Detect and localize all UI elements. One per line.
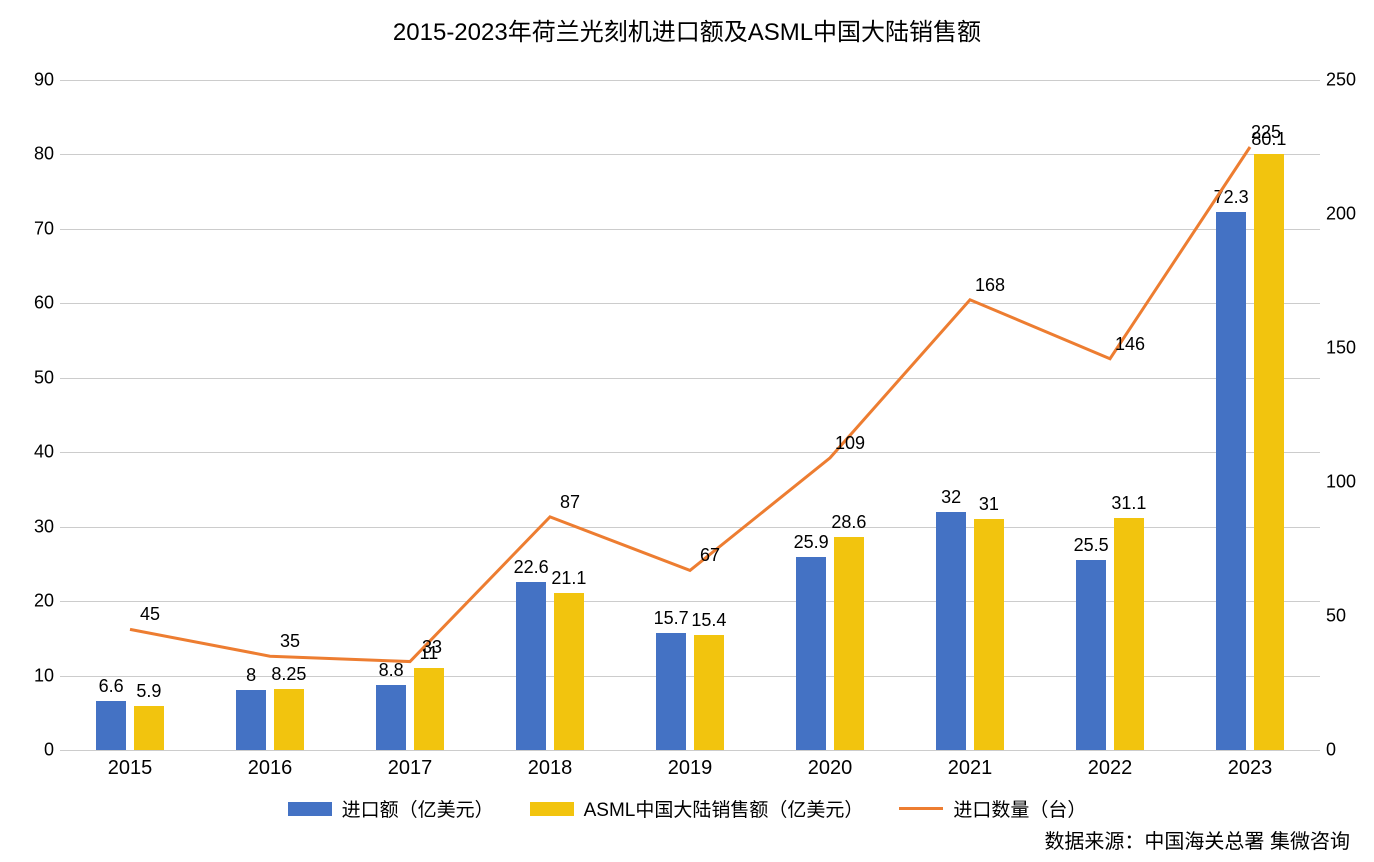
- y-right-tick: 250: [1326, 70, 1370, 91]
- x-tick: 2023: [1228, 757, 1273, 780]
- line-value-label: 87: [560, 492, 580, 513]
- y-left-tick: 10: [20, 665, 54, 686]
- y-left-tick: 50: [20, 367, 54, 388]
- legend-swatch: [288, 802, 332, 816]
- line-value-label: 168: [975, 275, 1005, 296]
- gridline: [60, 750, 1320, 751]
- x-tick: 2022: [1088, 757, 1133, 780]
- legend-item-asml-sales: ASML中国大陆销售额（亿美元）: [530, 795, 864, 822]
- y-right-tick: 0: [1326, 740, 1370, 761]
- y-left-tick: 40: [20, 442, 54, 463]
- line-value-label: 146: [1115, 334, 1145, 355]
- legend-swatch: [899, 807, 943, 810]
- chart-plot-area: 0102030405060708090050100150200250201520…: [60, 80, 1320, 750]
- line-value-label: 109: [835, 433, 865, 454]
- y-left-tick: 60: [20, 293, 54, 314]
- x-tick: 2019: [668, 757, 713, 780]
- line-series: [60, 80, 1320, 750]
- chart-title: 2015-2023年荷兰光刻机进口额及ASML中国大陆销售额: [0, 0, 1374, 47]
- y-left-tick: 0: [20, 740, 54, 761]
- y-right-tick: 100: [1326, 472, 1370, 493]
- x-tick: 2020: [808, 757, 853, 780]
- x-tick: 2018: [528, 757, 573, 780]
- y-left-tick: 20: [20, 591, 54, 612]
- legend-item-imports-value: 进口额（亿美元）: [288, 795, 494, 822]
- x-tick: 2017: [388, 757, 433, 780]
- data-source-label: 数据来源：中国海关总署 集微咨询: [1044, 825, 1350, 854]
- y-left-tick: 30: [20, 516, 54, 537]
- legend-label: 进口额（亿美元）: [342, 795, 494, 822]
- legend-label: ASML中国大陆销售额（亿美元）: [584, 795, 864, 822]
- legend-label: 进口数量（台）: [953, 795, 1086, 822]
- line-value-label: 33: [422, 637, 442, 658]
- line-value-label: 67: [700, 545, 720, 566]
- line-value-label: 45: [140, 604, 160, 625]
- y-right-tick: 150: [1326, 338, 1370, 359]
- y-left-tick: 80: [20, 144, 54, 165]
- line-value-label: 225: [1251, 122, 1281, 143]
- line-value-label: 35: [280, 631, 300, 652]
- y-left-tick: 70: [20, 218, 54, 239]
- y-right-tick: 200: [1326, 204, 1370, 225]
- y-right-tick: 50: [1326, 606, 1370, 627]
- x-tick: 2016: [248, 757, 293, 780]
- legend-swatch: [530, 802, 574, 816]
- x-tick: 2015: [108, 757, 153, 780]
- chart-legend: 进口额（亿美元） ASML中国大陆销售额（亿美元） 进口数量（台）: [0, 795, 1374, 822]
- y-left-tick: 90: [20, 70, 54, 91]
- x-tick: 2021: [948, 757, 993, 780]
- legend-item-imports-qty: 进口数量（台）: [899, 795, 1086, 822]
